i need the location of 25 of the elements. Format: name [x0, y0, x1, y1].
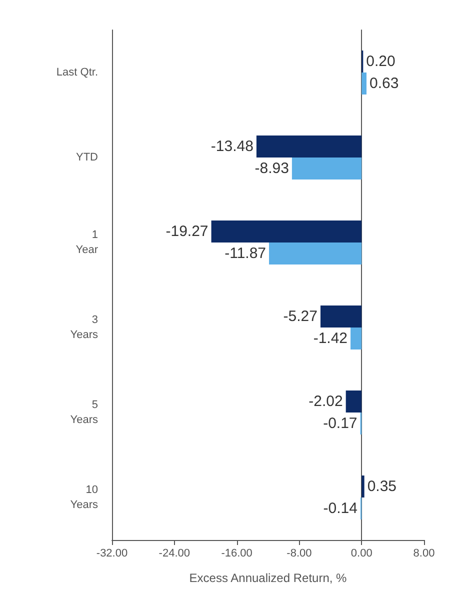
data-label: -0.17	[323, 415, 358, 432]
x-tick-label: -32.00	[96, 548, 128, 560]
data-label: -19.27	[166, 223, 208, 240]
y-tick-label: 5 Years	[70, 399, 98, 426]
data-label: -8.93	[254, 160, 289, 177]
data-label: 0.20	[366, 53, 396, 70]
data-label: -11.87	[224, 245, 266, 262]
y-tick-label: 10 Years	[70, 484, 98, 511]
data-label: -1.42	[313, 330, 348, 347]
x-tick-label: -8.00	[286, 548, 312, 560]
y-tick-label: Last Qtr.	[56, 66, 98, 78]
y-tick-label: YTD	[76, 152, 98, 164]
data-label: -13.48	[210, 138, 254, 155]
data-label: -0.14	[323, 500, 358, 517]
x-tick-label: 8.00	[413, 548, 435, 560]
data-label: -2.02	[308, 393, 343, 410]
y-tick-label: 3 Years	[70, 314, 98, 341]
x-tick-label: -24.00	[158, 548, 190, 560]
x-tick-label: 0.00	[350, 548, 372, 560]
data-label: -5.27	[283, 308, 318, 325]
data-label: 0.63	[370, 75, 399, 92]
x-tick-label: -16.00	[221, 548, 252, 560]
x-axis-title: Excess Annualized Return, %	[189, 571, 348, 585]
data-label: 0.35	[367, 478, 397, 495]
y-tick-label: 1 Year	[76, 229, 98, 256]
